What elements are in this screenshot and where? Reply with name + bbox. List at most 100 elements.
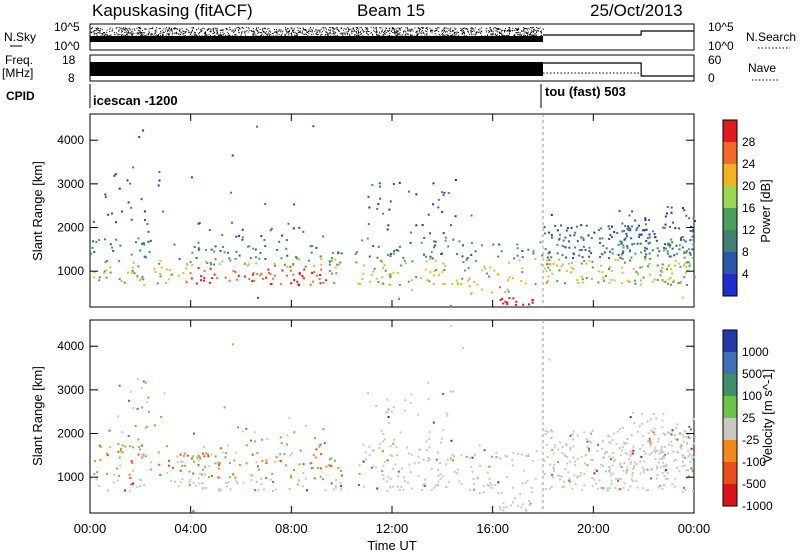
nsky-point [112,28,114,30]
range-cell [603,251,606,254]
range-cell [189,478,192,481]
nsky-point [229,27,231,29]
range-cell [644,258,647,261]
range-cell [561,244,564,247]
nsky-point [141,32,142,33]
range-cell [674,438,677,441]
nsky-point [463,27,465,29]
range-cell [382,432,385,435]
nsky-point [381,27,383,29]
nsky-point [292,31,294,33]
range-cell [106,473,109,475]
range-cell [622,250,625,253]
nsky-point [320,32,322,34]
range-cell [627,228,630,231]
range-cell [521,453,524,456]
range-cell [231,343,234,346]
range-cell [320,258,323,261]
range-cell [307,259,310,262]
nsky-point [176,31,178,33]
range-cell [111,246,114,249]
range-cell [90,252,93,255]
nsky-point [297,32,299,34]
nsearch-tick-bottom: 10^0 [708,39,734,53]
range-cell [580,236,583,239]
range-cell [454,215,457,218]
nsky-point [303,29,305,31]
nsky-point [461,28,463,30]
range-cell [680,237,683,240]
nsky-point [361,27,363,29]
range-cell [549,263,552,266]
range-cell [639,283,642,286]
range-cell [666,268,669,271]
range-cell [633,242,636,245]
range-cell [144,427,147,430]
range-cell [618,447,621,449]
range-cell [213,273,216,276]
range-cell [381,474,384,476]
range-cell [608,281,611,284]
nsky-point [308,29,310,31]
range-cell [641,444,644,447]
cpid-label: CPID [6,89,35,103]
range-cell [528,303,530,306]
nsky-point [507,30,509,32]
nsky-point [220,29,222,31]
range-cell [449,458,452,461]
nsky-point [524,32,526,34]
range-cell [119,447,122,450]
range-cell [252,247,255,250]
nsky-point [311,29,313,31]
range-cell [562,239,565,242]
range-cell [364,458,367,461]
nsky-point [311,34,313,36]
range-cell [377,281,380,283]
range-cell [239,463,241,466]
nsky-point [252,31,254,33]
range-cell [516,254,519,257]
range-cell [590,237,593,240]
nsky-point [155,29,157,31]
range-cell [661,263,664,266]
nsky-point [140,35,142,36]
range-cell [274,488,277,491]
range-cell [657,461,660,464]
nsky-point [349,33,351,35]
range-cell [143,255,146,258]
range-cell [452,238,455,241]
range-cell [667,265,670,268]
nsky-point [419,28,421,30]
nsky-point [445,34,447,36]
range-cell [621,222,624,225]
nsky-point [450,31,452,33]
range-cell [546,256,549,259]
nsky-point [130,33,132,35]
nsky-point [384,30,386,32]
range-cell [521,503,524,506]
range-cell [320,263,323,266]
range-cell [386,489,389,492]
range-cell [639,266,642,269]
nsky-point [121,28,123,30]
range-cell [680,444,683,447]
range-cell [632,467,635,470]
range-cell [358,472,361,475]
nsky-point [311,31,313,33]
range-cell [428,280,431,283]
range-cell [663,445,666,448]
range-cell [386,459,389,462]
range-cell [590,252,593,255]
range-cell [197,477,200,480]
range-cell [607,470,610,473]
nsky-point [496,31,498,33]
range-cell [662,412,665,415]
range-cell [640,233,643,236]
nsky-point [370,32,372,34]
range-cell [419,448,422,451]
range-cell [197,459,200,462]
nsky-point [330,29,332,31]
nsky-point [257,33,259,35]
range-cell [528,504,531,506]
range-cell [620,253,623,256]
